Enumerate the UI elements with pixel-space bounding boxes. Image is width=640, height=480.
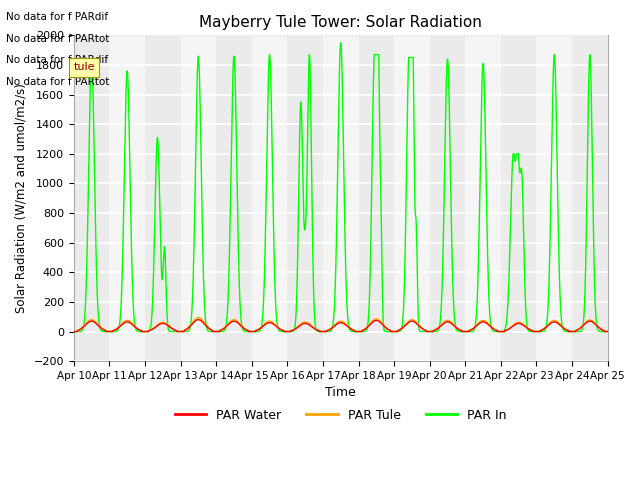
Text: No data for f PARtot: No data for f PARtot	[6, 34, 110, 44]
Bar	[465, 36, 501, 361]
Bar	[216, 36, 252, 361]
Bar	[74, 36, 109, 361]
Y-axis label: Solar Radiation (W/m2 and umol/m2/s): Solar Radiation (W/m2 and umol/m2/s)	[15, 84, 28, 313]
Bar	[501, 36, 536, 361]
Text: No data for f PARdif: No data for f PARdif	[6, 12, 109, 22]
Bar	[536, 36, 572, 361]
Legend: PAR Water, PAR Tule, PAR In: PAR Water, PAR Tule, PAR In	[170, 404, 511, 427]
X-axis label: Time: Time	[325, 386, 356, 399]
Bar	[358, 36, 394, 361]
Bar	[323, 36, 358, 361]
Bar	[429, 36, 465, 361]
Bar	[180, 36, 216, 361]
Bar	[394, 36, 429, 361]
Text: No data for f PARdif: No data for f PARdif	[6, 55, 109, 65]
Title: Mayberry Tule Tower: Solar Radiation: Mayberry Tule Tower: Solar Radiation	[199, 15, 482, 30]
Bar	[145, 36, 180, 361]
Bar	[287, 36, 323, 361]
Text: tule: tule	[74, 62, 95, 72]
Bar	[109, 36, 145, 361]
Bar	[252, 36, 287, 361]
Bar	[572, 36, 608, 361]
Text: No data for f PARtot: No data for f PARtot	[6, 77, 110, 87]
